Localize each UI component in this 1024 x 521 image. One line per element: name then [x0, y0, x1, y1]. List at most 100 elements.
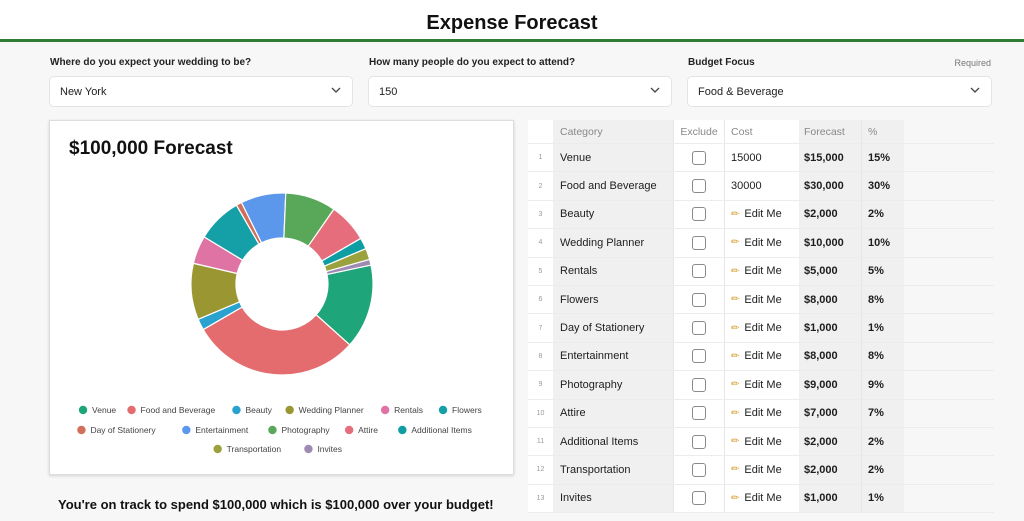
- forecast-cell: $30,000: [799, 172, 861, 200]
- category-cell: Flowers: [553, 285, 673, 314]
- pencil-icon: ✏: [731, 265, 740, 277]
- exclude-checkbox[interactable]: [692, 292, 706, 307]
- cost-cell[interactable]: ✏ Edit Me: [724, 229, 799, 257]
- edit-me-label: Edit Me: [744, 435, 782, 448]
- exclude-checkbox[interactable]: [692, 462, 706, 477]
- forecast-cell: $7,000: [799, 399, 861, 427]
- legend-swatch: [127, 405, 136, 415]
- row-number: 8: [528, 342, 553, 371]
- exclude-cell: [673, 257, 724, 285]
- cost-cell[interactable]: ✏ Edit Me: [724, 314, 799, 342]
- donut-slice-invites[interactable]: [325, 258, 372, 276]
- category-cell: Rentals: [553, 257, 673, 285]
- percent-cell: 9%: [861, 371, 904, 399]
- category-cell: Venue: [553, 144, 673, 172]
- cost-cell[interactable]: ✏ Edit Me: [724, 456, 799, 484]
- exclude-checkbox[interactable]: [692, 349, 706, 364]
- exclude-checkbox[interactable]: [692, 150, 706, 165]
- location-select[interactable]: New York: [49, 76, 353, 107]
- edit-me-label: Edit Me: [744, 350, 782, 363]
- percent-cell: 10%: [861, 229, 904, 257]
- row-number: 13: [528, 484, 553, 513]
- legend-item-food-and-beverage[interactable]: Food and Beverage: [127, 405, 215, 415]
- exclude-checkbox[interactable]: [692, 321, 706, 336]
- category-cell: Transportation: [553, 456, 673, 484]
- donut-chart: Venue Food and Beverage Beauty Wedding Plan…: [77, 192, 482, 454]
- exclude-cell: [673, 172, 724, 200]
- legend-item-rentals[interactable]: Rentals: [380, 405, 423, 415]
- table-row: 11 Additional Items ✏ Edit Me $2,000 2%: [528, 427, 994, 457]
- row-number: 1: [528, 144, 553, 172]
- legend-item-additional-items[interactable]: Additional Items: [398, 425, 472, 435]
- cost-cell[interactable]: ✏ Edit Me: [724, 399, 799, 427]
- legend-item-transportation[interactable]: Transportation: [213, 444, 281, 454]
- budget-focus-value: Food & Beverage: [698, 86, 784, 98]
- guests-label: How many people do you expect to attend?: [369, 57, 576, 68]
- category-cell: Day of Stationery: [553, 314, 673, 342]
- exclude-checkbox[interactable]: [692, 264, 706, 279]
- category-cell: Invites: [553, 484, 673, 513]
- percent-cell: 5%: [861, 257, 904, 285]
- budget-focus-select[interactable]: Food & Beverage: [687, 76, 992, 107]
- legend-item-photography[interactable]: Photography: [268, 425, 330, 435]
- edit-me-label: Edit Me: [744, 236, 782, 249]
- edit-me-label: Edit Me: [744, 208, 782, 221]
- cost-cell[interactable]: ✏ Edit Me: [724, 342, 799, 371]
- cost-cell[interactable]: ✏ Edit Me: [724, 427, 799, 456]
- category-cell: Photography: [553, 371, 673, 399]
- exclude-checkbox[interactable]: [692, 406, 706, 421]
- legend-item-day-of-stationery[interactable]: Day of Stationery: [77, 425, 156, 435]
- legend-item-entertainment[interactable]: Entertainment: [182, 425, 249, 435]
- percent-cell: 30%: [861, 172, 904, 200]
- cost-cell[interactable]: ✏ Edit Me: [724, 200, 799, 229]
- exclude-checkbox[interactable]: [692, 179, 706, 194]
- cost-cell[interactable]: ✏ Edit Me: [724, 484, 799, 513]
- cost-cell[interactable]: 30000: [724, 172, 799, 200]
- cost-cell[interactable]: ✏ Edit Me: [724, 285, 799, 314]
- forecast-cell: $10,000: [799, 229, 861, 257]
- exclude-checkbox[interactable]: [692, 207, 706, 222]
- legend-item-attire[interactable]: Attire: [344, 425, 378, 435]
- legend-swatch: [285, 405, 294, 415]
- legend-item-invites[interactable]: Invites: [304, 444, 342, 454]
- legend-item-flowers[interactable]: Flowers: [438, 405, 482, 415]
- percent-cell: 8%: [861, 342, 904, 371]
- page-title: Expense Forecast: [426, 12, 598, 34]
- budget-focus-label: Budget Focus: [688, 57, 755, 68]
- percent-cell: 1%: [861, 484, 904, 513]
- exclude-checkbox[interactable]: [692, 235, 706, 250]
- forecast-cell: $2,000: [799, 456, 861, 484]
- cost-header: Cost: [724, 120, 799, 143]
- legend-swatch: [344, 425, 354, 435]
- cost-cell[interactable]: ✏ Edit Me: [724, 371, 799, 399]
- exclude-cell: [673, 229, 724, 257]
- cost-cell[interactable]: 15000: [724, 144, 799, 172]
- exclude-cell: [673, 371, 724, 399]
- exclude-checkbox[interactable]: [692, 377, 706, 392]
- percent-cell: 15%: [861, 144, 904, 172]
- legend-label: Rentals: [394, 405, 423, 415]
- category-cell: Food and Beverage: [553, 172, 673, 200]
- row-number: 3: [528, 200, 553, 229]
- exclude-checkbox[interactable]: [692, 434, 706, 449]
- legend-item-wedding-planner[interactable]: Wedding Planner: [285, 405, 364, 415]
- legend-item-beauty[interactable]: Beauty: [232, 405, 273, 415]
- pencil-icon: ✏: [731, 464, 740, 476]
- legend-label: Photography: [281, 425, 330, 435]
- exclude-checkbox[interactable]: [692, 491, 706, 506]
- pencil-icon: ✏: [731, 237, 740, 249]
- header-bar: [0, 0, 1024, 42]
- pencil-icon: ✏: [731, 379, 740, 391]
- exclude-cell: [673, 144, 724, 172]
- legend-label: Additional Items: [411, 425, 471, 435]
- exclude-cell: [673, 484, 724, 513]
- cost-cell[interactable]: ✏ Edit Me: [724, 257, 799, 285]
- forecast-cell: $9,000: [799, 371, 861, 399]
- location-label: Where do you expect your wedding to be?: [50, 57, 252, 68]
- table-row: 10 Attire ✏ Edit Me $7,000 7%: [528, 399, 994, 428]
- donut-slice-food-and-beverage[interactable]: [202, 306, 351, 376]
- legend-item-venue[interactable]: Venue: [78, 405, 117, 415]
- cost-value: 15000: [731, 151, 762, 164]
- guests-select[interactable]: 150: [368, 76, 672, 107]
- exclude-cell: [673, 456, 724, 484]
